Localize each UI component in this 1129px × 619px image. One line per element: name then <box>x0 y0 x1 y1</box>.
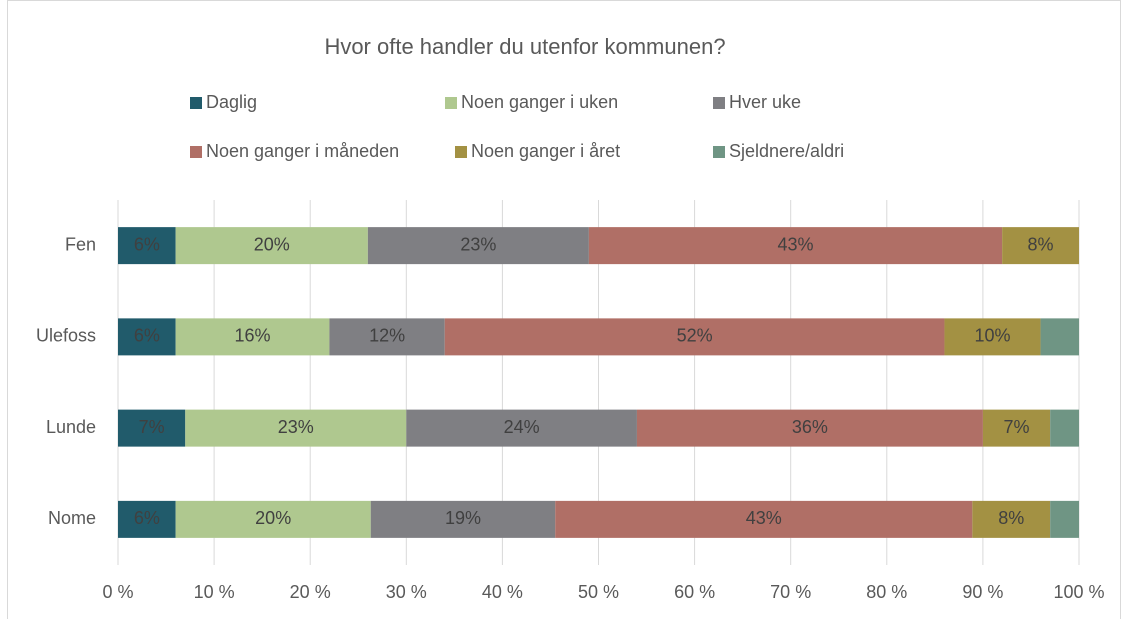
bar-segment <box>982 409 1051 447</box>
legend-label: Noen ganger i måneden <box>206 141 399 161</box>
legend-swatch <box>455 146 467 158</box>
bar-segment <box>370 500 556 538</box>
data-label: 8% <box>1028 234 1054 254</box>
data-label: 16% <box>235 326 271 346</box>
data-label: 43% <box>777 234 813 254</box>
bar-segment <box>555 500 973 538</box>
x-tick-label: 20 % <box>290 582 331 602</box>
bar-segment <box>406 409 637 447</box>
data-label: 8% <box>998 508 1024 528</box>
bar-segment <box>175 227 368 265</box>
data-label: 6% <box>134 508 160 528</box>
data-label: 20% <box>254 234 290 254</box>
bar-segment <box>118 500 176 538</box>
legend-label: Hver uke <box>729 92 801 112</box>
x-tick-label: 80 % <box>866 582 907 602</box>
data-label: 6% <box>134 234 160 254</box>
data-label: 19% <box>445 508 481 528</box>
legend-label: Sjeldnere/aldri <box>729 141 844 161</box>
data-label: 12% <box>369 326 405 346</box>
legend-swatch <box>190 146 202 158</box>
bar-segment <box>367 227 589 265</box>
y-tick-label: Fen <box>65 234 96 254</box>
x-tick-label: 50 % <box>578 582 619 602</box>
bar-segment <box>1040 318 1079 356</box>
bar-segment <box>1002 227 1079 265</box>
data-label: 43% <box>746 508 782 528</box>
legend-label: Noen ganger i året <box>471 141 620 161</box>
x-tick-label: 30 % <box>386 582 427 602</box>
bar-segment <box>329 318 445 356</box>
x-tick-label: 90 % <box>962 582 1003 602</box>
bar-segment <box>972 500 1051 538</box>
legend-swatch <box>713 97 725 109</box>
y-tick-label: Ulefoss <box>36 326 96 346</box>
bar-segment <box>175 318 330 356</box>
x-tick-label: 40 % <box>482 582 523 602</box>
legend-swatch <box>190 97 202 109</box>
bar-segment <box>185 409 407 447</box>
y-tick-label: Nome <box>48 508 96 528</box>
bar-segment <box>1050 409 1079 447</box>
bar-segment <box>1050 500 1079 538</box>
legend-swatch <box>445 97 457 109</box>
data-label: 23% <box>460 234 496 254</box>
x-tick-label: 100 % <box>1053 582 1104 602</box>
data-label: 52% <box>677 326 713 346</box>
data-label: 23% <box>278 417 314 437</box>
x-tick-label: 60 % <box>674 582 715 602</box>
data-label: 24% <box>504 417 540 437</box>
bar-segment <box>444 318 945 356</box>
chart-title: Hvor ofte handler du utenfor kommunen? <box>324 34 725 59</box>
legend-swatch <box>713 146 725 158</box>
legend-label: Daglig <box>206 92 257 112</box>
bar-segment <box>118 227 176 265</box>
data-label: 6% <box>134 326 160 346</box>
data-label: 20% <box>255 508 291 528</box>
bar-segment <box>118 409 186 447</box>
data-label: 7% <box>1004 417 1030 437</box>
x-tick-label: 70 % <box>770 582 811 602</box>
y-tick-label: Lunde <box>46 417 96 437</box>
data-label: 10% <box>974 326 1010 346</box>
data-label: 7% <box>139 417 165 437</box>
bar-segment <box>118 318 176 356</box>
x-tick-label: 10 % <box>194 582 235 602</box>
bar-segment <box>588 227 1003 265</box>
data-label: 36% <box>792 417 828 437</box>
bar-segment <box>175 500 371 538</box>
bar-segment <box>944 318 1041 356</box>
legend-label: Noen ganger i uken <box>461 92 618 112</box>
bar-segment <box>636 409 983 447</box>
x-tick-label: 0 % <box>102 582 133 602</box>
